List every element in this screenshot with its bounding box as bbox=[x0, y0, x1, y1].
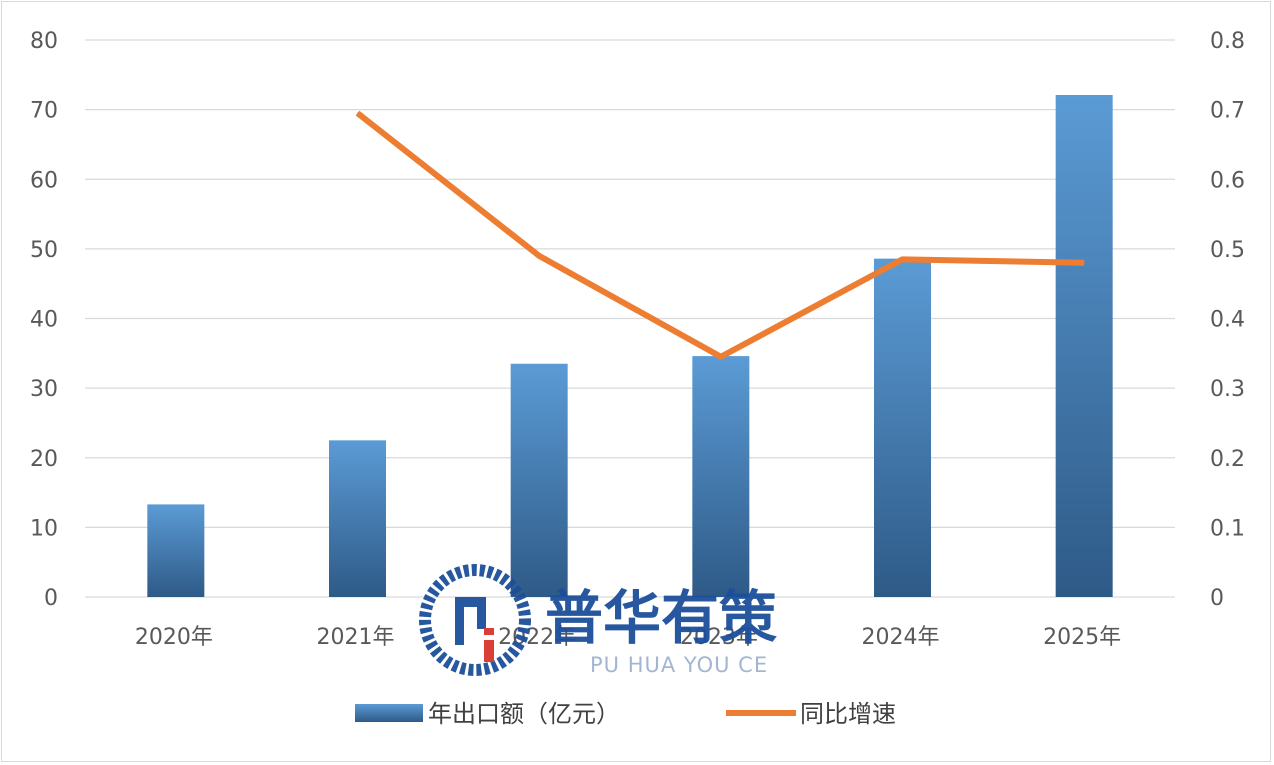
x-tick-label: 2023年 bbox=[680, 625, 758, 650]
x-axis-ticks: 2020年 2021年 2022年 2023年 2024年 2025年 bbox=[135, 625, 1121, 650]
watermark-en: PU HUA YOU CE bbox=[590, 653, 768, 677]
right-tick-label: 0.7 bbox=[1210, 99, 1245, 124]
left-tick-label: 0 bbox=[44, 586, 58, 611]
left-tick-label: 80 bbox=[30, 29, 58, 54]
growth-line bbox=[355, 110, 1085, 360]
legend-line-label: 同比增速 bbox=[800, 700, 896, 728]
legend: 年出口额（亿元） 同比增速 bbox=[355, 700, 896, 728]
x-tick-label: 2025年 bbox=[1043, 625, 1121, 650]
right-tick-label: 0.4 bbox=[1210, 308, 1245, 333]
right-axis-ticks: 0 0.1 0.2 0.3 0.4 0.5 0.6 0.7 0.8 bbox=[1210, 29, 1245, 611]
bar-series bbox=[147, 95, 1113, 597]
x-tick-label: 2024年 bbox=[862, 625, 940, 650]
left-tick-label: 30 bbox=[30, 377, 58, 402]
line-series bbox=[355, 110, 1085, 360]
line-point-2023年 bbox=[720, 356, 722, 358]
line-point-2021年 bbox=[357, 112, 358, 114]
legend-bar-swatch bbox=[355, 704, 423, 722]
right-tick-label: 0.5 bbox=[1210, 238, 1245, 263]
bar-2022年 bbox=[510, 363, 568, 597]
line-point-2025年 bbox=[1083, 262, 1085, 264]
left-axis-ticks: 0 10 20 30 40 50 60 70 80 bbox=[30, 29, 58, 611]
watermark-cn: 普华有策 bbox=[545, 584, 777, 652]
right-tick-label: 0.6 bbox=[1210, 168, 1245, 193]
x-tick-label: 2021年 bbox=[317, 625, 395, 650]
left-tick-label: 60 bbox=[30, 168, 58, 193]
bar-2024年 bbox=[874, 258, 931, 597]
left-tick-label: 70 bbox=[30, 99, 58, 124]
left-tick-label: 50 bbox=[30, 238, 58, 263]
bar-2021年 bbox=[329, 440, 386, 597]
bar-2025年 bbox=[1055, 95, 1113, 597]
bar-2020年 bbox=[147, 504, 205, 597]
right-tick-label: 0 bbox=[1210, 586, 1224, 611]
logo-emblem-icon bbox=[419, 564, 531, 676]
right-tick-label: 0.1 bbox=[1210, 516, 1245, 541]
x-tick-label: 2022年 bbox=[498, 625, 576, 650]
left-tick-label: 20 bbox=[30, 447, 58, 472]
left-tick-label: 10 bbox=[30, 516, 58, 541]
right-tick-label: 0.2 bbox=[1210, 447, 1245, 472]
left-tick-label: 40 bbox=[30, 308, 58, 333]
x-tick-label: 2020年 bbox=[135, 625, 213, 650]
line-point-2022年 bbox=[538, 255, 540, 257]
legend-bar-label: 年出口额（亿元） bbox=[428, 700, 620, 728]
right-tick-label: 0.8 bbox=[1210, 29, 1245, 54]
line-point-2024年 bbox=[902, 258, 903, 260]
watermark-logo: 普华有策 PU HUA YOU CE bbox=[419, 564, 777, 677]
right-tick-label: 0.3 bbox=[1210, 377, 1245, 402]
gridlines bbox=[85, 39, 1175, 598]
bar-2023年 bbox=[692, 356, 750, 597]
